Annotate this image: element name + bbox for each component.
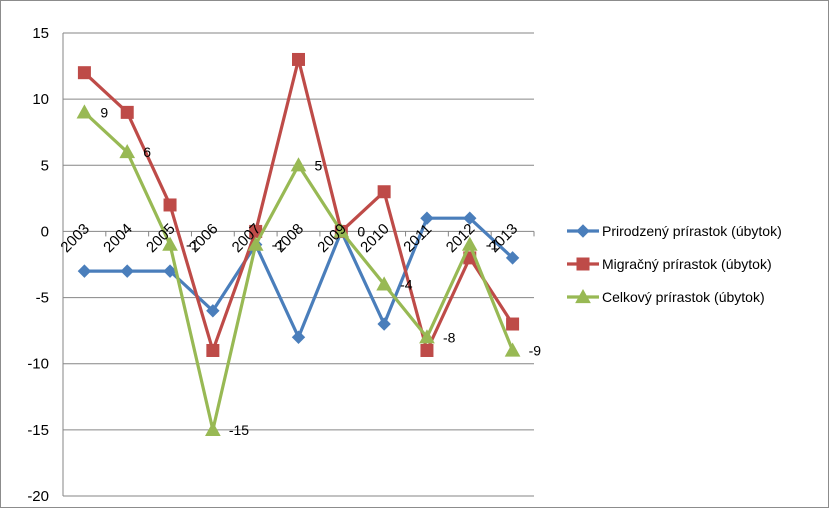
square-marker (576, 257, 590, 271)
legend-label: Celkový prírastok (úbytok) (602, 289, 765, 305)
y-tick-label: -15 (27, 422, 49, 439)
diamond-marker (576, 224, 590, 238)
diamond-marker (291, 330, 306, 344)
data-label: -4 (400, 276, 413, 292)
y-tick-label: 10 (32, 91, 49, 108)
y-tick-label: -5 (36, 290, 49, 307)
square-marker (420, 343, 434, 357)
data-label: -9 (529, 342, 542, 358)
diamond-marker (505, 251, 520, 265)
triangle-marker (76, 104, 93, 119)
legend-label: Migračný prírastok (úbytok) (602, 256, 772, 272)
series-3 (76, 104, 521, 436)
y-tick-label: 0 (41, 223, 49, 240)
data-label: 9 (100, 104, 108, 120)
data-label: -1 (272, 237, 285, 253)
square-marker (163, 198, 177, 212)
legend-entry: Prirodzený prírastok (úbytok) (567, 223, 782, 239)
triangle-marker (461, 236, 478, 251)
data-label: -1 (486, 237, 499, 253)
data-label: -8 (443, 329, 456, 345)
x-tick-label: 2011 (400, 221, 435, 256)
triangle-marker (290, 157, 307, 172)
triangle-marker (247, 236, 264, 251)
y-tick-label: -10 (27, 356, 49, 373)
diamond-marker (420, 211, 434, 225)
diamond-marker (463, 211, 477, 225)
legend-entry: Celkový prírastok (úbytok) (567, 288, 765, 305)
y-tick-label: 5 (41, 157, 49, 174)
triangle-marker (119, 144, 136, 159)
triangle-marker (504, 342, 521, 357)
square-marker (506, 317, 520, 331)
square-marker (120, 105, 134, 119)
triangle-marker (162, 236, 178, 251)
legend-label: Prirodzený prírastok (úbytok) (602, 223, 782, 239)
triangle-marker (205, 421, 221, 436)
data-label: -1 (186, 237, 199, 253)
triangle-marker (575, 288, 591, 304)
legend-entry: Migračný prírastok (úbytok) (567, 256, 772, 272)
y-tick-label: 15 (32, 25, 49, 42)
square-marker (377, 185, 391, 199)
x-tick-label: 2004 (100, 220, 136, 256)
diamond-marker (206, 304, 220, 318)
diamond-marker (77, 264, 92, 278)
series-line (83, 57, 514, 353)
triangle-marker (419, 329, 435, 344)
data-label: 5 (315, 157, 323, 173)
data-label: 0 (357, 223, 365, 239)
square-marker (206, 343, 220, 357)
diamond-marker (377, 317, 391, 331)
square-marker (292, 52, 305, 66)
data-label: -15 (229, 422, 249, 438)
triangle-marker (376, 276, 392, 291)
square-marker (77, 66, 91, 80)
data-label: 6 (143, 144, 151, 160)
triangle-marker (333, 223, 350, 238)
diamond-marker (120, 264, 134, 278)
y-tick-label: -20 (27, 488, 49, 505)
diamond-marker (163, 264, 177, 278)
